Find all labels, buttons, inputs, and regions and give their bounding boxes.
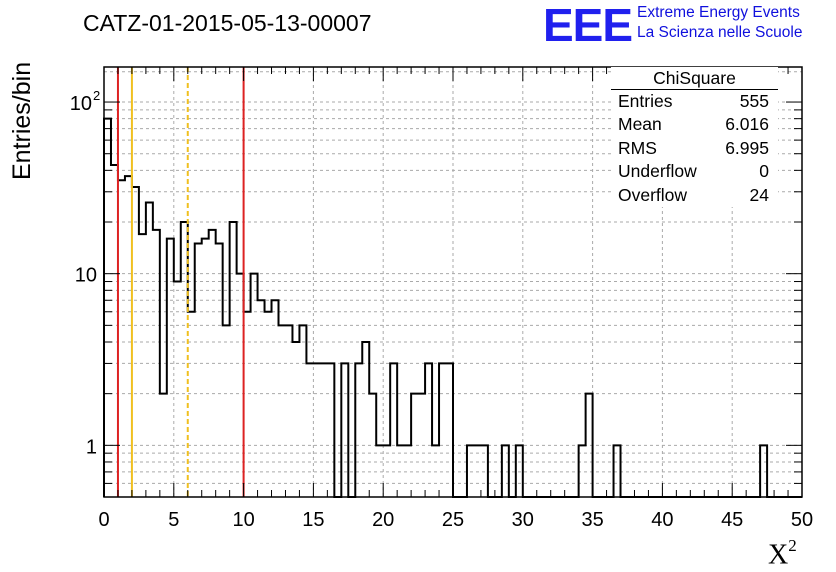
logo-line-1: Extreme Energy Events — [637, 4, 800, 21]
logo-line-2: La Scienza nelle Scuole — [637, 24, 803, 41]
stats-label: Underflow — [618, 161, 697, 182]
stats-value: 555 — [739, 91, 769, 111]
stats-label: Overflow — [618, 184, 688, 205]
x-tick-label: 0 — [98, 509, 109, 531]
x-tick-label: 30 — [512, 509, 534, 531]
x-tick-label: 15 — [302, 509, 324, 531]
stats-value: 6.995 — [725, 137, 769, 158]
stats-label: RMS — [618, 137, 657, 158]
x-axis-label: X2 — [768, 536, 797, 571]
x-tick-label: 25 — [442, 509, 464, 531]
stats-label: Entries — [618, 91, 673, 111]
y-axis-label: Entries/bin — [8, 61, 36, 180]
y-tick-label: 10 — [70, 93, 92, 115]
stats-value: 24 — [749, 184, 769, 205]
x-tick-label: 35 — [581, 509, 603, 531]
x-tick-label: 40 — [651, 509, 673, 531]
x-tick-label: 50 — [791, 509, 813, 531]
stats-label: Mean — [618, 114, 662, 135]
chart-title: CATZ-01-2015-05-13-00007 — [83, 10, 372, 36]
stats-value: 6.016 — [725, 114, 769, 135]
y-tick-label: 1 — [86, 436, 97, 458]
x-tick-label: 10 — [232, 509, 254, 531]
x-tick-label: 5 — [168, 509, 179, 531]
stats-title: ChiSquare — [611, 67, 778, 90]
stats-row-mean: Mean 6.016 — [611, 113, 778, 136]
stats-row-underflow: Underflow 0 — [611, 160, 778, 183]
reference-lines — [116, 67, 245, 497]
x-tick-label: 20 — [372, 509, 394, 531]
stats-row-overflow: Overflow 24 — [611, 184, 778, 207]
stats-row-rms: RMS 6.995 — [611, 137, 778, 160]
x-tick-label: 45 — [721, 509, 743, 531]
stats-value: 0 — [759, 161, 769, 182]
y-tick-label: 10 — [75, 265, 97, 287]
stats-row-entries: Entries 555 — [611, 90, 778, 113]
stats-box: ChiSquare Entries 555 Mean 6.016 RMS 6.9… — [611, 67, 778, 207]
y-tick-label-exponent: 2 — [93, 88, 100, 103]
eee-logo-mark: EEE — [543, 0, 633, 51]
